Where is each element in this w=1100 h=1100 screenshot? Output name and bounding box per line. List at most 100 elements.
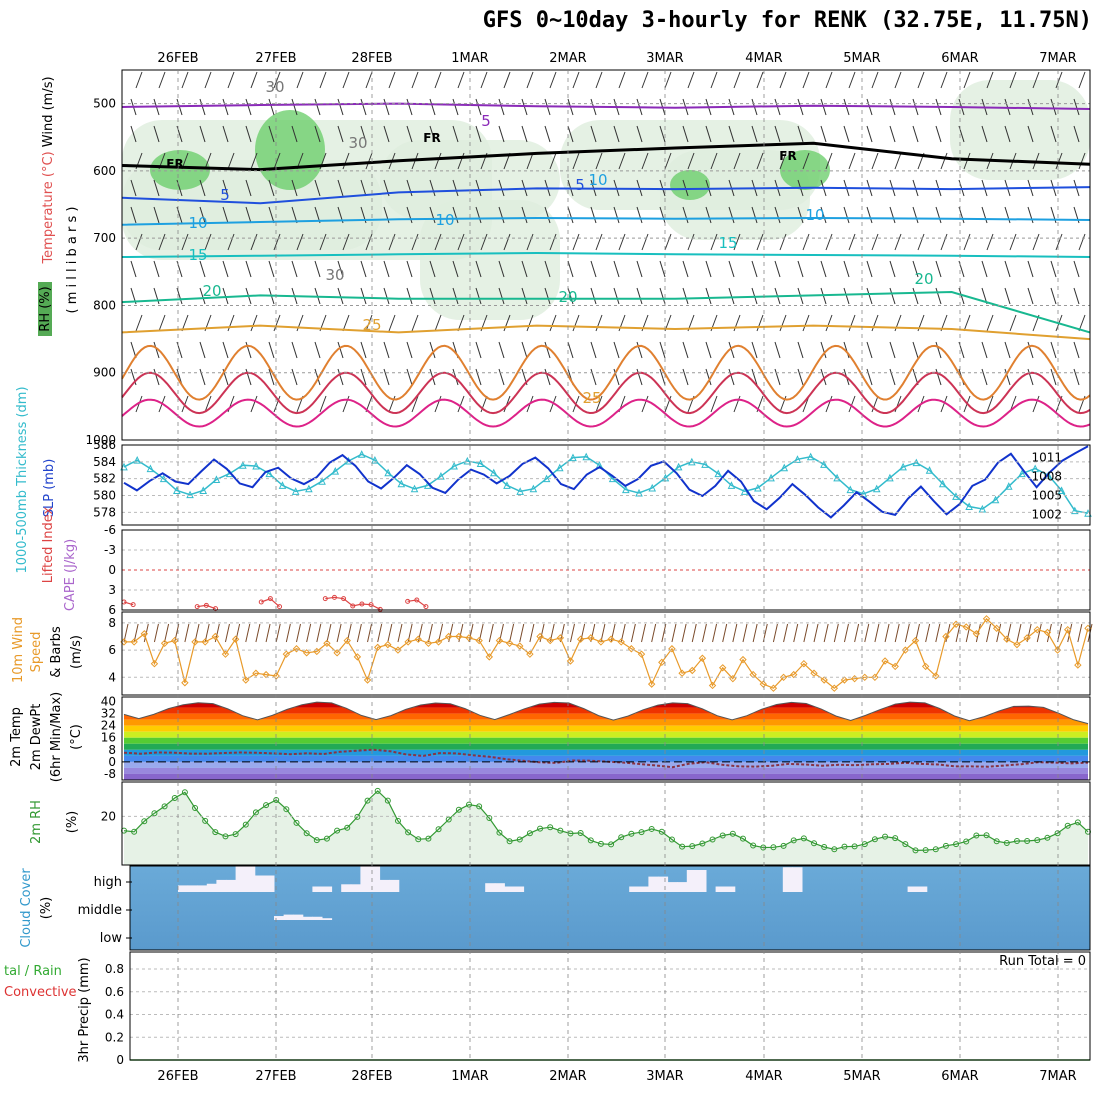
temp-title-b: 2m DewPt [29,704,44,771]
upper-wind-barb [268,341,275,359]
upper-wind-barb [710,233,718,251]
upper-wind-barb [889,368,896,386]
upper-wind-barb [360,179,367,197]
upper-wind-barb [135,71,143,89]
upper-wind-barb [1004,341,1011,359]
upper-wind-barb [1027,287,1034,305]
upper-wind-barb [940,395,948,413]
upper-wind-barb [797,206,804,224]
wind10-point [992,624,1001,633]
wind10-title-b: Speed [29,632,44,673]
rh2m-point [597,840,604,847]
upper-axis-label: ( m i l l i b a r s ) [65,207,80,314]
wind10-point [434,638,443,646]
upper-wind-barb [636,260,643,278]
upper-wind-barb [222,341,229,359]
wind10-barb [630,623,636,643]
wind10-barb [772,623,778,643]
rh2m-point [750,842,757,849]
upper-wind-barb [503,314,511,332]
upper-wind-barb [682,206,689,224]
upper-wind-barb [245,206,252,224]
rh2m-point [283,806,290,813]
rh2m-point [232,831,239,838]
panel-frame-6 [129,865,1091,951]
rh2m-point [455,806,462,813]
wind10-point [566,657,575,665]
upper-wind-barb [710,152,718,170]
wind10-barb [813,623,819,643]
wind10-point [282,650,291,658]
wind10-point [353,653,362,661]
rh2m-point [628,830,635,837]
thickness-marker [569,453,577,462]
rh-legend-label: RH (%) [38,286,53,331]
rh-core-2 [780,150,830,190]
upper-wind-barb [475,125,482,143]
upper-wind-barb [475,368,482,386]
temp-tick-label: 16 [101,731,116,745]
slp-tick-label: 1008 [1031,469,1062,483]
upper-wind-barb [636,368,643,386]
upper-wind-barb [1073,368,1080,386]
rh2m-point [648,825,655,832]
upper-wind-barb [940,152,948,170]
upper-wind-barb [682,287,689,305]
rh2m-point [161,803,168,810]
upper-wind-barb [314,98,321,116]
upper-wind-barb [406,287,413,305]
cloud-high-bar [667,882,678,892]
upper-wind-barb [572,233,580,251]
temp-band-13 [124,773,1088,780]
rh2m-point [354,813,361,820]
upper-wind-barb [337,179,344,197]
upper-wind-barb [820,125,827,143]
upper-wind-barb [429,206,436,224]
upper-wind-barb [204,71,212,89]
wind10-point [384,640,392,649]
rh2m-point [739,835,746,842]
upper-wind-barb [268,179,275,197]
upper-wind-barb [1027,341,1034,359]
rh-legend-swatch [38,282,52,336]
rh2m-point [516,836,523,843]
upper-wind-barb [176,287,183,305]
upper-wind-barb [153,260,160,278]
wind10-barb [153,623,159,643]
wind10-barb [904,623,910,643]
upper-wind-barb [434,233,442,251]
upper-wind-barb [199,341,206,359]
upper-wind-barb [452,260,459,278]
contour-label: 30 [265,78,284,96]
top-date-label: 6MAR [941,51,978,66]
upper-wind-barb [406,341,413,359]
upper-wind-barb [245,260,252,278]
upper-wind-barb [291,98,298,116]
upper-wind-barb [273,152,281,170]
upper-wind-barb [291,260,298,278]
thickness-marker [397,479,406,488]
wind10-point [790,670,798,679]
wind10-barb [387,623,393,643]
chart-title: GFS 0~10day 3-hourly for RENK (32.75E, 1… [482,8,1092,33]
thickness-marker [740,487,749,495]
upper-wind-barb [613,125,620,143]
temp-tick-label: 8 [108,743,116,757]
upper-wind-barb [199,260,206,278]
wind10-barb [164,623,170,643]
upper-wind-barb [452,179,459,197]
wind10-barb [843,623,849,643]
upper-wind-barb [498,368,505,386]
upper-wind-barb [406,98,413,116]
upper-wind-barb [1055,152,1063,170]
upper-wind-barb [544,206,551,224]
wind10-tick-label: 6 [108,643,116,657]
panel-frame-1 [121,444,1091,526]
isotherm-10 [121,216,1091,226]
panel-frame-4 [121,696,1091,781]
cloud-mid-bar [293,914,304,920]
upper-wind-barb [1050,287,1057,305]
thickness-title: 1000-500mb Thickness (dm) [15,386,30,573]
upper-wind-barb [866,206,873,224]
upper-wind-barb [659,125,666,143]
